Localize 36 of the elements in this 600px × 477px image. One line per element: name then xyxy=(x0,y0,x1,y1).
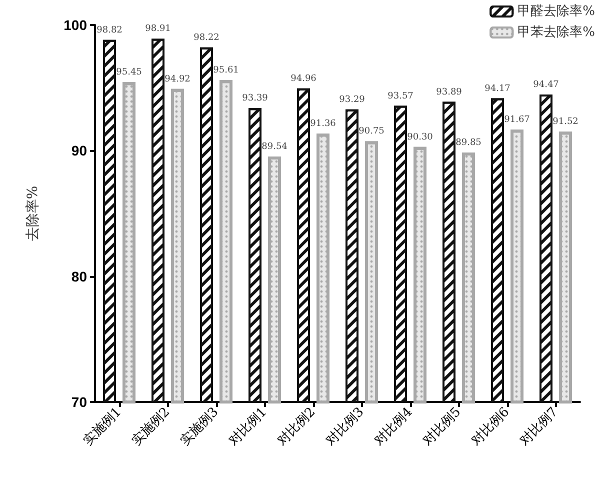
data-label: 94.96 xyxy=(290,74,317,84)
x-tick-label: 对比例1 xyxy=(226,404,270,449)
data-label: 98.91 xyxy=(145,24,171,34)
x-tick-label: 对比例2 xyxy=(274,404,319,449)
data-label: 93.89 xyxy=(436,87,462,98)
y-axis-title: 去除率% xyxy=(25,186,41,242)
data-label: 94.47 xyxy=(533,80,560,90)
y-tick-label: 100 xyxy=(64,17,88,33)
data-label: 95.45 xyxy=(116,68,142,78)
legend-label: 甲醛去除率% xyxy=(518,3,596,19)
x-tick-label: 对比例4 xyxy=(372,404,416,449)
x-tick-label: 对比例7 xyxy=(517,404,562,449)
data-label: 89.54 xyxy=(262,142,288,152)
data-label: 95.61 xyxy=(213,66,239,76)
y-tick-label: 70 xyxy=(71,394,88,410)
data-label: 93.39 xyxy=(242,94,268,104)
data-label: 90.30 xyxy=(407,132,434,142)
y-tick-label: 90 xyxy=(71,142,88,159)
x-tick-label: 对比例5 xyxy=(420,404,464,449)
x-tick-label: 对比例6 xyxy=(468,404,513,449)
legend-label: 甲苯去除率% xyxy=(518,24,596,40)
data-label: 90.75 xyxy=(358,126,385,137)
data-label: 89.85 xyxy=(456,138,482,148)
y-tick-label: 80 xyxy=(71,268,88,284)
data-label: 93.29 xyxy=(339,94,366,105)
x-tick-label: 对比例3 xyxy=(323,404,368,449)
data-label: 91.36 xyxy=(310,119,336,130)
data-label: 94.17 xyxy=(484,84,511,94)
data-label: 98.82 xyxy=(96,25,122,36)
x-tick-label: 实施例2 xyxy=(129,404,174,449)
data-label: 91.67 xyxy=(504,115,530,126)
data-label: 93.57 xyxy=(388,91,414,102)
x-tick-label: 实施例3 xyxy=(178,404,222,449)
data-label: 91.52 xyxy=(552,117,578,128)
data-label: 94.92 xyxy=(164,74,190,84)
data-label: 98.22 xyxy=(194,32,220,43)
